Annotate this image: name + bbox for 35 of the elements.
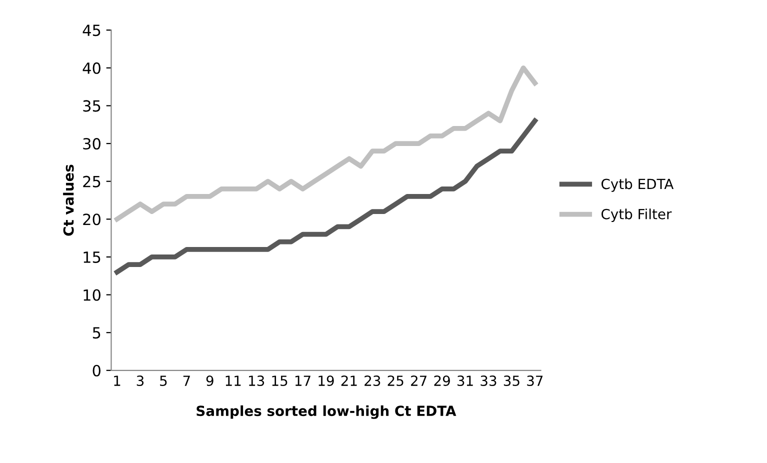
x-tick-label: 17: [295, 376, 310, 386]
x-tick-label: 3: [136, 376, 144, 386]
x-tick-label: 7: [183, 376, 190, 386]
y-tick-label: 40: [82, 62, 100, 74]
x-tick-label: 9: [206, 376, 214, 386]
x-tick-label: 5: [160, 376, 167, 386]
y-tick-label: 15: [84, 252, 100, 263]
x-tick-label: 29: [434, 376, 450, 386]
y-tick-label: 20: [83, 214, 100, 226]
x-tick-label: 21: [341, 376, 357, 386]
y-tick-label: 25: [83, 176, 100, 188]
x-tick-label: 33: [480, 376, 496, 386]
x-tick-label: 35: [504, 376, 520, 386]
x-tick-label: 37: [527, 376, 543, 386]
x-tick-label: 27: [411, 376, 426, 386]
line-series: [114, 118, 538, 275]
line-series: [114, 65, 538, 222]
y-tick-label: 5: [92, 327, 100, 339]
y-tick-label: 35: [83, 100, 100, 112]
y-tick-label: 0: [92, 364, 100, 376]
x-axis-title: Samples sorted low-high Ct EDTA: [196, 405, 456, 419]
x-tick-label: 11: [226, 376, 241, 386]
x-tick-label: 1: [114, 376, 120, 386]
legend-label: Cytb Filter: [601, 208, 672, 222]
x-tick-label: 23: [364, 376, 380, 386]
y-tick-label: 45: [82, 24, 100, 36]
y-axis-title: Ct values: [63, 164, 74, 236]
x-tick-label: 13: [249, 376, 264, 386]
x-tick-label: 25: [388, 376, 404, 386]
x-tick-label: 15: [272, 376, 288, 386]
x-tick-label: 31: [458, 376, 473, 386]
x-tick-label: 19: [318, 376, 334, 386]
legend-label: Cytb EDTA: [601, 178, 674, 192]
y-tick-label: 10: [84, 289, 100, 301]
y-tick-label: 30: [83, 138, 100, 150]
